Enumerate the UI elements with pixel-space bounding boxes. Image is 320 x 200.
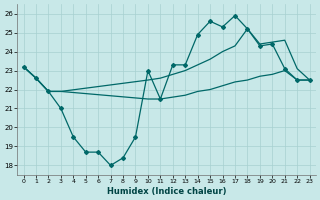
X-axis label: Humidex (Indice chaleur): Humidex (Indice chaleur) [107, 187, 226, 196]
